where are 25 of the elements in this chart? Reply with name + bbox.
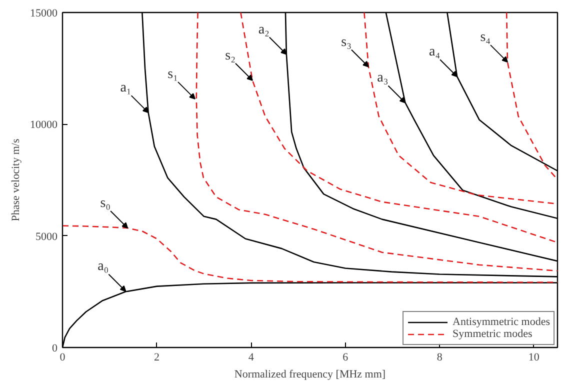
annotation: a₃ [377, 70, 388, 86]
annotation: s₃ [341, 34, 352, 50]
x-tick-label: 8 [436, 352, 443, 364]
y-tick-label: 10000 [30, 119, 58, 132]
x-tick-label: 10 [528, 352, 540, 364]
y-tick-label: 5000 [36, 230, 58, 243]
annotation: a₄ [428, 44, 440, 60]
legend-label: Symmetric modes [452, 328, 532, 340]
legend-label: Antisymmetric modes [452, 316, 550, 328]
y-tick-label: 15000 [30, 8, 58, 20]
y-axis-title: Phase velocity m/s [10, 138, 22, 222]
x-axis-title: Normalized frequency [MHz mm] [234, 368, 386, 380]
annotation: s₂ [225, 48, 236, 64]
line-series [240, 12, 558, 244]
x-tick-label: 0 [60, 352, 66, 364]
annotation: a₂ [258, 22, 270, 38]
annotation: s₁ [168, 66, 178, 82]
x-tick-label: 2 [154, 352, 160, 364]
y-tick-label: 0 [52, 342, 58, 354]
annotation: s₄ [480, 30, 491, 46]
annotation: a₀ [98, 259, 109, 274]
x-tick-label: 4 [248, 352, 254, 364]
x-tick-label: 6 [342, 352, 349, 364]
annotation: a₁ [120, 80, 132, 96]
annotation: s₀ [100, 196, 111, 212]
